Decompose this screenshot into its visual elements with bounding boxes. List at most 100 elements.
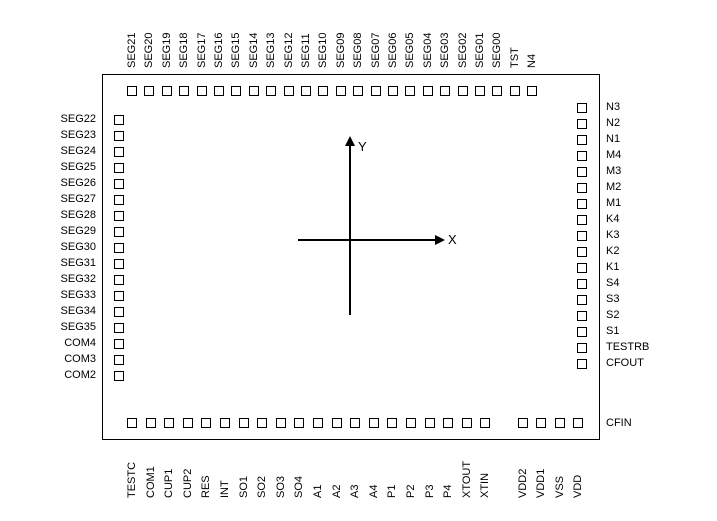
top-pin-label: SEG03 bbox=[440, 20, 450, 68]
pin-pad bbox=[577, 215, 587, 225]
pin-pad bbox=[336, 86, 346, 96]
pin-pad bbox=[276, 418, 286, 428]
pin-pad bbox=[388, 86, 398, 96]
top-pin-label: SEG17 bbox=[197, 20, 207, 68]
top-pin-label: SEG02 bbox=[458, 20, 468, 68]
pin-pad bbox=[114, 307, 124, 317]
pin-pad bbox=[266, 86, 276, 96]
right-pin-label: M1 bbox=[606, 198, 621, 209]
pin-pad bbox=[406, 418, 416, 428]
bottom-pin-label: XTOUT bbox=[462, 446, 472, 498]
axis bbox=[349, 145, 351, 315]
pin-pad bbox=[577, 231, 587, 241]
bottom-pin-label: SO1 bbox=[239, 446, 249, 498]
pin-pad bbox=[440, 86, 450, 96]
pin-pad bbox=[443, 418, 453, 428]
pin-pad bbox=[114, 179, 124, 189]
top-pin-label: N4 bbox=[527, 20, 537, 68]
bottom-pin-label: SO4 bbox=[294, 446, 304, 498]
pin-pad bbox=[423, 86, 433, 96]
pin-pad bbox=[350, 418, 360, 428]
left-pin-label: SEG29 bbox=[61, 226, 96, 237]
top-pin-label: SEG21 bbox=[127, 20, 137, 68]
pin-pad bbox=[183, 418, 193, 428]
pin-pad bbox=[510, 86, 520, 96]
top-pin-label: SEG10 bbox=[318, 20, 328, 68]
pin-pad bbox=[577, 167, 587, 177]
top-pin-label: SEG20 bbox=[144, 20, 154, 68]
top-pin-label: SEG15 bbox=[231, 20, 241, 68]
top-pin-label: SEG06 bbox=[388, 20, 398, 68]
pin-pad bbox=[114, 371, 124, 381]
pin-pad bbox=[332, 418, 342, 428]
pin-pad bbox=[214, 86, 224, 96]
pin-pad bbox=[577, 103, 587, 113]
left-pin-label: SEG22 bbox=[61, 114, 96, 125]
top-pin-label: SEG11 bbox=[301, 20, 311, 68]
left-pin-label: SEG34 bbox=[61, 306, 96, 317]
right-pin-label: M2 bbox=[606, 182, 621, 193]
bottom-pin-label: XTIN bbox=[480, 446, 490, 498]
pin-pad bbox=[114, 291, 124, 301]
pin-pad bbox=[353, 86, 363, 96]
bottom-pin-label: P2 bbox=[406, 446, 416, 498]
left-pin-label: SEG26 bbox=[61, 178, 96, 189]
left-pin-label: SEG28 bbox=[61, 210, 96, 221]
right-pin-label: TESTRB bbox=[606, 342, 649, 353]
pin-pad bbox=[257, 418, 267, 428]
top-pin-label: SEG01 bbox=[475, 20, 485, 68]
pin-pad bbox=[114, 355, 124, 365]
pin-pad bbox=[577, 327, 587, 337]
pin-pad bbox=[164, 418, 174, 428]
pin-pad bbox=[231, 86, 241, 96]
pin-pad bbox=[114, 115, 124, 125]
right-pin-label: N1 bbox=[606, 134, 620, 145]
bottom-pin-label: VDD1 bbox=[536, 446, 546, 498]
pin-pad bbox=[313, 418, 323, 428]
axis bbox=[298, 239, 436, 241]
pin-pad bbox=[475, 86, 485, 96]
pin-pad bbox=[301, 86, 311, 96]
bottom-pin-label: P1 bbox=[387, 446, 397, 498]
left-pin-label: SEG33 bbox=[61, 290, 96, 301]
bottom-pin-label: CUP2 bbox=[183, 446, 193, 498]
bottom-pin-label: VDD bbox=[573, 446, 583, 498]
top-pin-label: SEG09 bbox=[336, 20, 346, 68]
pin-pad bbox=[162, 86, 172, 96]
right-pin-label: S4 bbox=[606, 278, 619, 289]
pin-pad bbox=[127, 418, 137, 428]
pin-pad bbox=[573, 418, 583, 428]
pin-pad bbox=[425, 418, 435, 428]
pin-pad bbox=[220, 418, 230, 428]
axis-x-label: X bbox=[448, 233, 457, 246]
pin-pad bbox=[197, 86, 207, 96]
right-pin-label: K4 bbox=[606, 214, 619, 225]
bottom-pin-label: TESTC bbox=[127, 446, 137, 498]
left-pin-label: SEG35 bbox=[61, 322, 96, 333]
right-pin-label: K2 bbox=[606, 246, 619, 257]
pin-pad bbox=[146, 418, 156, 428]
pin-pad bbox=[127, 86, 137, 96]
axis bbox=[345, 136, 355, 146]
bottom-pin-label: RES bbox=[201, 446, 211, 498]
chip-body bbox=[102, 74, 600, 440]
pin-pad bbox=[114, 131, 124, 141]
bottom-pin-label: COM1 bbox=[146, 446, 156, 498]
pin-pad bbox=[114, 211, 124, 221]
pin-pad bbox=[114, 163, 124, 173]
axis bbox=[435, 235, 445, 245]
bottom-pin-label: CUP1 bbox=[164, 446, 174, 498]
top-pin-label: SEG19 bbox=[162, 20, 172, 68]
pin-pad bbox=[577, 151, 587, 161]
pin-pad bbox=[527, 86, 537, 96]
right-pin-label: CFOUT bbox=[606, 358, 644, 369]
pin-pad bbox=[387, 418, 397, 428]
top-pin-label: TST bbox=[510, 20, 520, 68]
top-pin-label: SEG05 bbox=[405, 20, 415, 68]
bottom-pin-label: VDD2 bbox=[518, 446, 528, 498]
left-pin-label: SEG27 bbox=[61, 194, 96, 205]
pin-pad bbox=[480, 418, 490, 428]
left-pin-label: SEG24 bbox=[61, 146, 96, 157]
pin-pad bbox=[369, 418, 379, 428]
right-pin-label: M3 bbox=[606, 166, 621, 177]
